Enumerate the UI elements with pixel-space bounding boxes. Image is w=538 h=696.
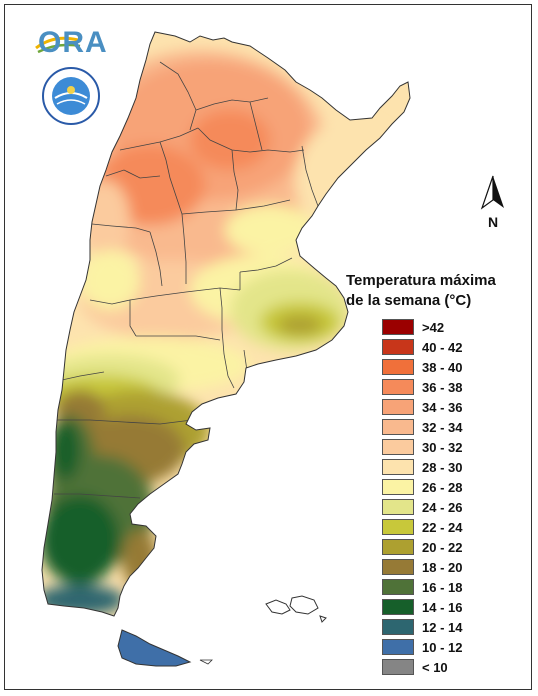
legend-item: 38 - 40 <box>382 357 462 377</box>
legend-swatch <box>382 399 414 415</box>
legend-swatch <box>382 359 414 375</box>
legend-label: 32 - 34 <box>422 419 463 435</box>
legend-label: 36 - 38 <box>422 379 463 395</box>
legend-label: >42 <box>422 319 445 335</box>
legend-swatch <box>382 539 414 555</box>
legend: >42 40 - 42 38 - 40 36 - 38 34 - 36 32 - 34 30… <box>382 317 462 677</box>
province-boundaries <box>54 61 319 499</box>
legend-swatch <box>382 439 414 455</box>
legend-label: 34 - 36 <box>422 399 463 415</box>
legend-swatch <box>382 339 414 355</box>
legend-item: 34 - 36 <box>382 397 462 417</box>
north-label: N <box>488 214 499 230</box>
legend-swatch <box>382 559 414 575</box>
legend-swatch <box>382 419 414 435</box>
malvinas-islands <box>265 595 327 623</box>
legend-item: 22 - 24 <box>382 517 462 537</box>
legend-item: 20 - 22 <box>382 537 462 557</box>
legend-title: Temperatura máxima de la semana (°C) <box>346 271 526 311</box>
legend-item: 36 - 38 <box>382 377 462 397</box>
legend-label: 16 - 18 <box>422 579 463 595</box>
legend-label: 18 - 20 <box>422 559 463 575</box>
ora-logo: ORA <box>38 26 108 59</box>
legend-label: 26 - 28 <box>422 479 463 495</box>
legend-item: 32 - 34 <box>382 417 462 437</box>
legend-label: 10 - 12 <box>422 639 463 655</box>
legend-label: 20 - 22 <box>422 539 463 555</box>
legend-item: 26 - 28 <box>382 477 462 497</box>
legend-item: 12 - 14 <box>382 617 462 637</box>
legend-swatch <box>382 659 414 675</box>
legend-label: 40 - 42 <box>422 339 463 355</box>
legend-label: < 10 <box>422 659 448 675</box>
legend-title-line1: Temperatura máxima <box>346 272 496 289</box>
legend-swatch <box>382 639 414 655</box>
legend-label: 24 - 26 <box>422 499 463 515</box>
map-frame <box>4 4 532 690</box>
legend-label: 12 - 14 <box>422 619 463 635</box>
legend-item: 14 - 16 <box>382 597 462 617</box>
legend-item: 18 - 20 <box>382 557 462 577</box>
legend-swatch <box>382 319 414 335</box>
legend-label: 30 - 32 <box>422 439 463 455</box>
legend-swatch <box>382 499 414 515</box>
smn-seal-icon <box>42 67 100 125</box>
legend-item: 10 - 12 <box>382 637 462 657</box>
legend-swatch <box>382 619 414 635</box>
legend-item: < 10 <box>382 657 462 677</box>
legend-swatch <box>382 579 414 595</box>
ora-logo-swoosh-icon <box>35 36 81 54</box>
legend-item: 16 - 18 <box>382 577 462 597</box>
mainland-outline <box>41 31 411 617</box>
legend-swatch <box>382 479 414 495</box>
legend-label: 22 - 24 <box>422 519 463 535</box>
legend-label: 38 - 40 <box>422 359 463 375</box>
tierra-del-fuego <box>117 629 192 667</box>
legend-item: 24 - 26 <box>382 497 462 517</box>
legend-swatch <box>382 379 414 395</box>
legend-label: 28 - 30 <box>422 459 463 475</box>
legend-swatch <box>382 599 414 615</box>
legend-title-line2: de la semana (°C) <box>346 292 472 309</box>
legend-swatch <box>382 519 414 535</box>
north-arrow-icon <box>480 175 504 210</box>
legend-item: 28 - 30 <box>382 457 462 477</box>
legend-item: 40 - 42 <box>382 337 462 357</box>
legend-swatch <box>382 459 414 475</box>
legend-item: >42 <box>382 317 462 337</box>
small-island <box>199 659 213 665</box>
legend-label: 14 - 16 <box>422 599 463 615</box>
legend-item: 30 - 32 <box>382 437 462 457</box>
